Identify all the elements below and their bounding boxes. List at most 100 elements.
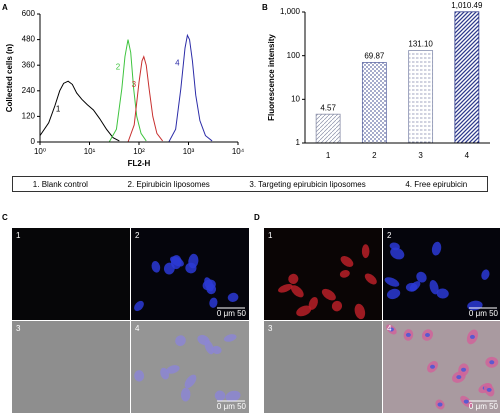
cell xyxy=(354,303,366,320)
cell xyxy=(166,365,180,374)
nucleus xyxy=(463,399,469,404)
cell xyxy=(481,269,490,280)
cell xyxy=(331,300,343,312)
cell xyxy=(223,334,237,342)
series-label: 3 xyxy=(132,80,137,89)
x-tick-label: 2 xyxy=(372,151,377,160)
cell xyxy=(184,374,197,389)
bar xyxy=(361,62,387,144)
tile-label: 1 xyxy=(16,231,21,240)
nucleus xyxy=(430,364,436,369)
micrograph xyxy=(264,228,382,320)
nucleus xyxy=(486,387,492,392)
value-label: 1,010.49 xyxy=(451,1,483,10)
cell xyxy=(364,273,377,285)
cell xyxy=(429,280,439,295)
x-tick-label: 10² xyxy=(133,147,145,156)
nucleus xyxy=(456,375,462,380)
nucleus xyxy=(424,333,430,338)
value-label: 4.57 xyxy=(320,103,336,112)
cell xyxy=(185,262,197,274)
panel-label: C xyxy=(2,213,8,222)
micrograph xyxy=(12,321,130,413)
cell xyxy=(225,390,241,402)
x-tick-label: 1 xyxy=(326,151,331,160)
x-tick-label: 4 xyxy=(465,151,470,160)
x-tick-label: 3 xyxy=(418,151,423,160)
tile-label: 3 xyxy=(268,324,273,333)
cell xyxy=(390,247,405,260)
cell xyxy=(204,339,214,355)
y-tick-label: 0 xyxy=(31,137,36,146)
x-tick-label: 10⁰ xyxy=(34,147,46,156)
cell xyxy=(288,273,299,285)
cell xyxy=(134,300,144,312)
tile-label: 4 xyxy=(387,324,392,333)
legend-item: 1. Blank control xyxy=(32,179,88,189)
legend-item: 4. Free epirubicin xyxy=(405,179,468,189)
micrograph xyxy=(264,321,382,413)
cell xyxy=(339,270,350,278)
cell xyxy=(384,277,400,287)
nucleus xyxy=(388,327,394,332)
series-label: 1 xyxy=(56,104,61,113)
bar xyxy=(315,113,341,144)
y-tick-label: 360 xyxy=(22,60,36,69)
y-tick-label: 1 xyxy=(296,138,301,147)
y-tick-label: 240 xyxy=(22,86,36,95)
cell xyxy=(151,261,161,273)
series-label: 4 xyxy=(175,58,180,67)
cell xyxy=(214,390,226,401)
y-tick-label: 480 xyxy=(22,35,36,44)
cell xyxy=(431,241,442,256)
tile-label: 4 xyxy=(135,324,140,333)
cell xyxy=(211,345,222,354)
cell xyxy=(340,255,354,267)
legend-item: 2. Epirubicin liposomes xyxy=(127,179,210,189)
value-label: 69.87 xyxy=(364,52,385,61)
tile-label: 3 xyxy=(16,324,21,333)
bar xyxy=(408,50,434,144)
cell xyxy=(180,387,191,402)
histogram-line xyxy=(127,55,164,143)
y-tick-label: 10 xyxy=(291,94,300,103)
nucleus xyxy=(461,367,467,372)
micrograph xyxy=(12,228,130,320)
panel-label: D xyxy=(254,213,260,222)
cell xyxy=(290,285,304,298)
micrograph xyxy=(131,228,249,320)
cell xyxy=(405,282,418,292)
panel-label: B xyxy=(262,3,268,12)
tile-label: 2 xyxy=(135,231,140,240)
histogram-line xyxy=(168,33,213,143)
cell xyxy=(175,335,186,347)
nucleus xyxy=(469,334,475,339)
legend-item: 3. Targeting epirubicin liposomes xyxy=(249,179,366,189)
histogram-line xyxy=(108,39,147,143)
micrograph xyxy=(383,321,500,413)
tile-label: 1 xyxy=(268,231,273,240)
cell xyxy=(436,288,449,299)
series-label: 2 xyxy=(116,63,121,72)
cell xyxy=(278,283,293,293)
cell xyxy=(170,255,182,270)
x-axis-title: FL2-H xyxy=(128,159,151,168)
cell xyxy=(296,305,312,317)
panel-label: A xyxy=(2,3,8,12)
cell xyxy=(209,297,218,308)
cell xyxy=(134,370,145,382)
x-tick-label: 10⁴ xyxy=(232,147,245,156)
tile-label: 2 xyxy=(387,231,392,240)
scale-label: 0 μm 50 xyxy=(217,402,247,411)
legend: 1. Blank control 2. Epirubicin liposomes 3… xyxy=(12,176,488,192)
y-axis-title: Fluorescence intensity xyxy=(267,34,276,121)
x-tick-label: 10³ xyxy=(183,147,195,156)
bar xyxy=(454,11,480,144)
x-tick-label: 10¹ xyxy=(84,147,96,156)
nucleus xyxy=(489,360,495,365)
cell xyxy=(361,244,370,259)
cell xyxy=(202,279,216,291)
cell xyxy=(160,367,170,380)
